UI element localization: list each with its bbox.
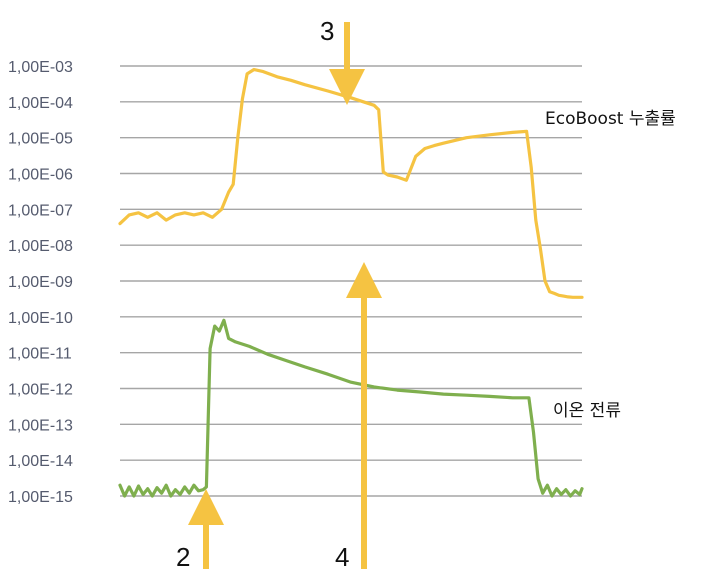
annotations: 2 3 4 bbox=[176, 16, 382, 569]
series-label-ion-current: 이온 전류 bbox=[553, 401, 621, 421]
annotation-label-3: 3 bbox=[320, 16, 334, 46]
annotation-label-4: 4 bbox=[335, 542, 349, 569]
y-tick-label: 1,00E-14 bbox=[8, 453, 73, 470]
y-axis-tick-labels: 1,00E-03 1,00E-04 1,00E-05 1,00E-06 1,00E-07… bbox=[8, 59, 73, 506]
y-tick-label: 1,00E-05 bbox=[8, 131, 73, 148]
y-tick-label: 1,00E-04 bbox=[8, 95, 73, 112]
y-tick-label: 1,00E-15 bbox=[8, 489, 73, 506]
annotation-label-2: 2 bbox=[176, 542, 190, 569]
y-tick-label: 1,00E-03 bbox=[8, 59, 73, 76]
series-line-ion-current bbox=[118, 318, 584, 498]
y-tick-label: 1,00E-13 bbox=[8, 417, 73, 434]
y-tick-label: 1,00E-06 bbox=[8, 167, 73, 184]
y-tick-label: 1,00E-07 bbox=[8, 202, 73, 219]
y-tick-label: 1,00E-08 bbox=[8, 238, 73, 255]
gridlines bbox=[120, 65, 582, 497]
series-line-ecoboost bbox=[118, 67, 584, 299]
y-tick-label: 1,00E-10 bbox=[8, 310, 73, 327]
series-label-ecoboost: EcoBoost 누출률 bbox=[545, 109, 676, 129]
y-tick-label: 1,00E-12 bbox=[8, 382, 73, 399]
y-tick-label: 1,00E-09 bbox=[8, 274, 73, 291]
y-tick-label: 1,00E-11 bbox=[8, 346, 72, 363]
series-lines bbox=[118, 67, 584, 498]
